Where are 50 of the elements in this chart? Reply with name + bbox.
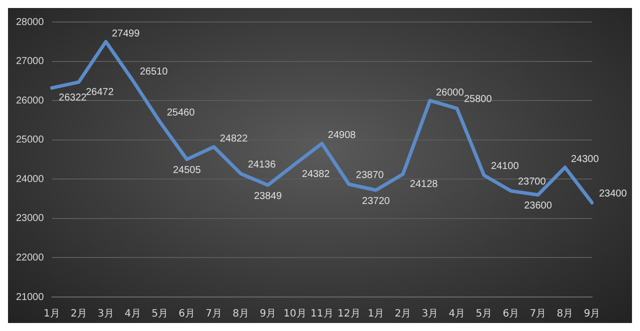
x-tick-label: 5月 bbox=[476, 308, 492, 320]
data-label: 23600 bbox=[524, 200, 552, 212]
data-label: 24136 bbox=[248, 160, 276, 171]
data-label: 24100 bbox=[490, 160, 520, 172]
x-tick-label: 1月 bbox=[368, 308, 384, 320]
x-tick-label: 9月 bbox=[260, 308, 276, 320]
y-tick-label: 26000 bbox=[16, 95, 44, 106]
data-label: 26322 bbox=[58, 92, 88, 104]
data-label: 26472 bbox=[86, 86, 114, 98]
data-label: 25800 bbox=[464, 94, 492, 106]
x-tick-label: 4月 bbox=[448, 308, 466, 320]
x-tick-label: 3月 bbox=[422, 308, 438, 320]
x-tick-label: 6月 bbox=[502, 308, 520, 320]
x-tick-label: 8月 bbox=[232, 308, 250, 320]
data-label: 23849 bbox=[254, 190, 282, 202]
x-tick-label: 4月 bbox=[124, 308, 142, 320]
data-label: 26000 bbox=[436, 87, 464, 98]
data-label: 27499 bbox=[112, 28, 140, 40]
data-label: 23400 bbox=[599, 188, 628, 200]
data-label: 24382 bbox=[302, 168, 330, 180]
y-tick-label: 28000 bbox=[16, 16, 44, 28]
y-tick-label: 23000 bbox=[16, 213, 44, 224]
data-label: 24128 bbox=[410, 178, 438, 190]
x-tick-label: 3月 bbox=[98, 308, 114, 320]
x-tick-label: 7月 bbox=[530, 308, 546, 320]
data-label: 26510 bbox=[140, 66, 168, 78]
data-label: 23720 bbox=[362, 196, 390, 207]
x-tick-label: 5月 bbox=[152, 308, 168, 320]
data-label: 24908 bbox=[328, 130, 356, 142]
data-label: 24300 bbox=[570, 154, 600, 166]
x-tick-label: 8月 bbox=[556, 308, 574, 320]
data-label: 24822 bbox=[220, 134, 248, 145]
x-tick-label: 10月 bbox=[284, 308, 306, 320]
x-tick-label: 2月 bbox=[70, 308, 88, 320]
x-tick-label: 12月 bbox=[338, 308, 360, 320]
x-tick-label: 11月 bbox=[310, 308, 334, 320]
y-tick-label: 25000 bbox=[16, 134, 44, 146]
y-tick-label: 21000 bbox=[16, 292, 44, 303]
y-tick-label: 27000 bbox=[16, 56, 44, 68]
x-tick-label: 7月 bbox=[206, 308, 222, 320]
x-tick-label: 1月 bbox=[44, 308, 60, 320]
y-tick-label: 24000 bbox=[16, 174, 44, 185]
data-label: 25460 bbox=[166, 108, 196, 119]
x-tick-label: 6月 bbox=[178, 308, 196, 320]
x-tick-label: 2月 bbox=[394, 308, 412, 320]
data-label: 23870 bbox=[356, 170, 384, 181]
data-label: 24505 bbox=[172, 165, 202, 176]
data-label: 23700 bbox=[518, 176, 546, 188]
x-tick-label: 9月 bbox=[584, 308, 600, 320]
y-tick-label: 22000 bbox=[16, 252, 44, 264]
